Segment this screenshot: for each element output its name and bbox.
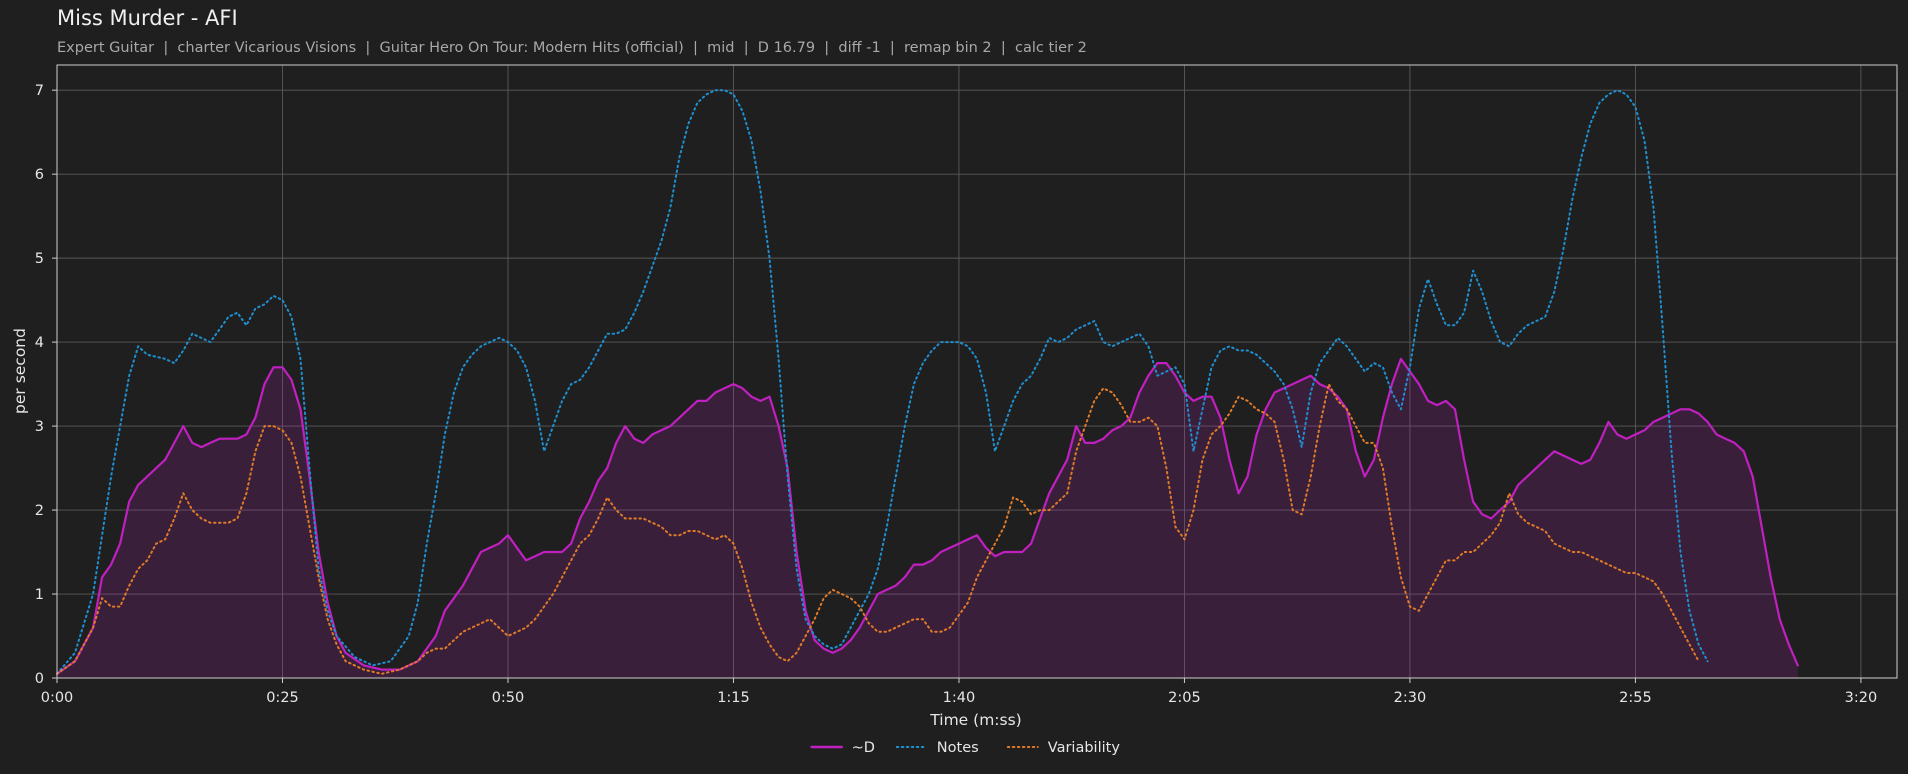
x-tick-label: 3:20 bbox=[1845, 690, 1878, 706]
x-tick-label: 1:15 bbox=[717, 690, 750, 706]
y-tick-label: 7 bbox=[35, 83, 44, 99]
y-tick-label: 2 bbox=[35, 503, 44, 519]
y-tick-label: 4 bbox=[35, 335, 44, 351]
legend-label-d: ~D bbox=[852, 740, 875, 756]
legend-label-variability: Variability bbox=[1048, 740, 1121, 756]
chart-subtitle: Expert Guitar | charter Vicarious Vision… bbox=[57, 40, 1087, 56]
y-axis-label: per second bbox=[11, 328, 29, 414]
chart-title: Miss Murder - AFI bbox=[57, 6, 238, 30]
series-variability-line bbox=[56, 383, 1700, 675]
x-axis: 0:00 0:25 0:50 1:15 1:40 2:05 2:30 2:55 3:20 bbox=[41, 678, 1877, 706]
x-tick-label: 0:50 bbox=[492, 690, 525, 706]
series-d-line bbox=[55, 357, 1799, 675]
y-tick-label: 1 bbox=[35, 587, 44, 603]
y-axis: 0 1 2 3 4 5 6 7 bbox=[35, 83, 57, 687]
x-axis-label: Time (m:ss) bbox=[929, 711, 1021, 729]
y-tick-label: 6 bbox=[35, 167, 44, 183]
series-lines bbox=[55, 89, 1799, 675]
y-tick-label: 0 bbox=[35, 671, 44, 687]
x-tick-label: 0:25 bbox=[266, 690, 299, 706]
series-d-area bbox=[57, 358, 1798, 678]
y-tick-label: 3 bbox=[35, 419, 44, 435]
series-fills bbox=[57, 358, 1798, 678]
series-notes-line bbox=[56, 89, 1709, 675]
plot-frame bbox=[56, 64, 1898, 679]
x-tick-label: 2:30 bbox=[1394, 690, 1427, 706]
y-tick-label: 5 bbox=[35, 251, 44, 267]
legend: ~D Notes Variability bbox=[810, 740, 1121, 756]
x-tick-label: 0:00 bbox=[41, 690, 74, 706]
legend-label-notes: Notes bbox=[937, 740, 979, 756]
x-tick-label: 1:40 bbox=[943, 690, 976, 706]
x-tick-label: 2:55 bbox=[1619, 690, 1652, 706]
x-tick-label: 2:05 bbox=[1168, 690, 1201, 706]
